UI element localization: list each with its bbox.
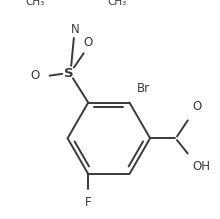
Text: S: S (64, 67, 73, 80)
Text: CH₃: CH₃ (25, 0, 44, 7)
Text: O: O (31, 69, 40, 82)
Text: CH₃: CH₃ (107, 0, 126, 7)
Text: O: O (192, 100, 202, 113)
Text: OH: OH (192, 160, 210, 173)
Text: N: N (71, 23, 80, 35)
Text: O: O (84, 36, 93, 49)
Text: Br: Br (137, 82, 150, 95)
Text: F: F (85, 196, 92, 208)
